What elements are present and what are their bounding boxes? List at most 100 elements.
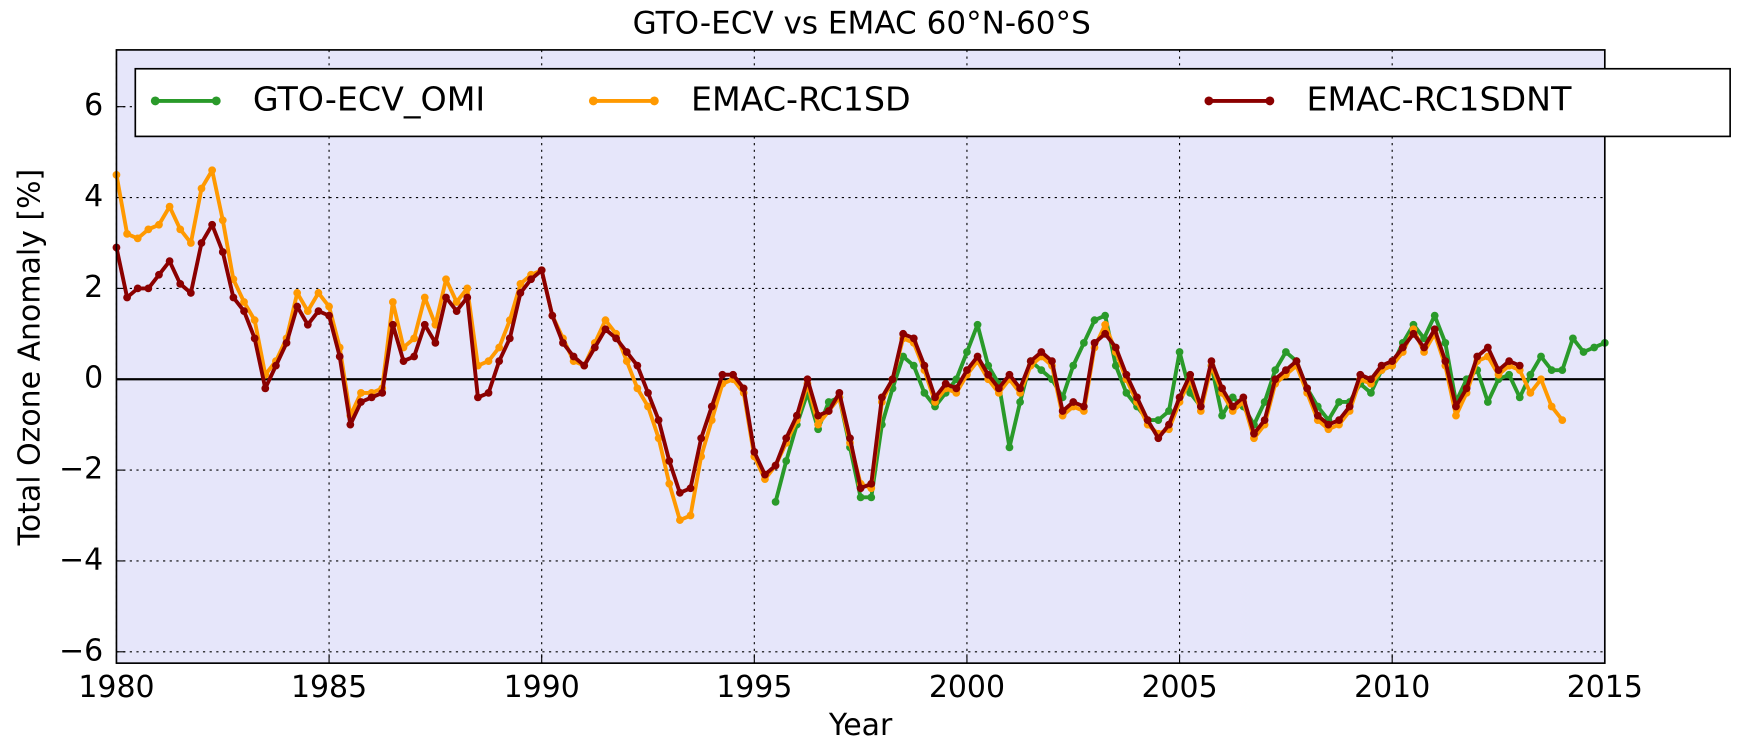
data-point (569, 352, 578, 361)
data-point (1165, 407, 1173, 415)
data-point (1175, 348, 1184, 356)
data-point (771, 498, 780, 506)
data-point (1462, 384, 1471, 393)
data-point (463, 293, 472, 302)
data-point (782, 434, 791, 443)
legend-marker (1265, 96, 1275, 106)
data-point (909, 361, 918, 370)
data-point (1430, 325, 1439, 334)
data-point (240, 298, 248, 306)
data-point (1367, 375, 1375, 384)
data-point (601, 325, 610, 334)
data-point (1367, 388, 1375, 397)
data-point (1281, 348, 1290, 356)
data-point (1090, 339, 1099, 347)
data-point (218, 216, 227, 225)
data-point (527, 275, 535, 284)
data-point (686, 511, 695, 520)
data-point (1005, 443, 1014, 452)
data-point (686, 484, 695, 493)
data-point (1079, 339, 1088, 347)
data-point (994, 384, 1003, 393)
legend-marker (588, 96, 598, 106)
data-point (1260, 398, 1269, 406)
data-point (856, 493, 865, 502)
data-point (1016, 398, 1024, 406)
data-point (1292, 357, 1301, 365)
x-tick-label: 2005 (1141, 670, 1217, 705)
data-point (707, 402, 716, 411)
data-point (250, 316, 259, 325)
data-point (410, 352, 419, 361)
data-point (1069, 398, 1078, 406)
data-point (335, 352, 344, 361)
data-point (761, 470, 769, 479)
data-point (208, 166, 217, 175)
data-point (1239, 393, 1248, 402)
x-tick-label: 2015 (1567, 670, 1643, 705)
legend-marker (211, 96, 221, 106)
data-point (272, 361, 280, 370)
data-point (1154, 434, 1163, 443)
data-point (314, 307, 323, 315)
y-tick-label: −4 (59, 542, 103, 577)
data-point (931, 393, 939, 402)
data-point (186, 289, 195, 297)
data-point (155, 220, 163, 229)
plot-lines (112, 166, 1609, 524)
data-point (1165, 420, 1173, 429)
data-point (123, 229, 131, 238)
data-point (644, 402, 652, 411)
data-point (856, 484, 865, 493)
data-point (697, 434, 706, 443)
data-point (1250, 429, 1258, 438)
plot-frame (115, 49, 1606, 664)
data-point (1526, 388, 1535, 397)
chart-title: GTO-ECV vs EMAC 60°N-60°S (633, 5, 1091, 41)
data-point (718, 370, 727, 379)
data-point (803, 375, 812, 384)
data-point (218, 248, 227, 256)
data-point (676, 488, 684, 497)
data-point (580, 361, 589, 370)
data-point (495, 357, 504, 365)
data-point (1579, 348, 1588, 356)
data-point (378, 388, 387, 397)
data-point (1079, 402, 1088, 411)
data-point (1377, 361, 1386, 370)
data-point (165, 202, 174, 211)
data-point (782, 457, 791, 465)
data-point (559, 339, 567, 347)
data-point (1335, 398, 1343, 406)
data-point (1101, 329, 1110, 338)
data-point (1281, 366, 1290, 375)
data-point (867, 493, 876, 502)
legend-marker (649, 96, 659, 106)
data-point (814, 411, 822, 420)
data-point (1537, 375, 1545, 384)
data-point (484, 357, 493, 365)
data-point (1345, 402, 1354, 411)
legend-marker (1204, 96, 1214, 106)
data-point (325, 311, 333, 320)
y-tick-label: 4 (84, 179, 103, 214)
data-point (133, 234, 142, 243)
data-point (1569, 334, 1577, 343)
legend-box (134, 67, 1731, 138)
data-point (1122, 388, 1131, 397)
data-point (1271, 375, 1280, 384)
data-point (984, 370, 993, 379)
data-point (197, 184, 206, 193)
data-point (654, 416, 663, 425)
data-point (303, 307, 312, 315)
data-point (420, 293, 429, 302)
data-point (941, 379, 950, 388)
data-point (1122, 370, 1131, 379)
data-point (144, 225, 153, 234)
data-point (1228, 402, 1237, 411)
y-axis-label: Total Ozone Anomaly [%] (13, 169, 48, 547)
data-point (622, 348, 631, 356)
data-point (1441, 357, 1450, 365)
legend-label: EMAC-RC1SD (691, 79, 911, 118)
